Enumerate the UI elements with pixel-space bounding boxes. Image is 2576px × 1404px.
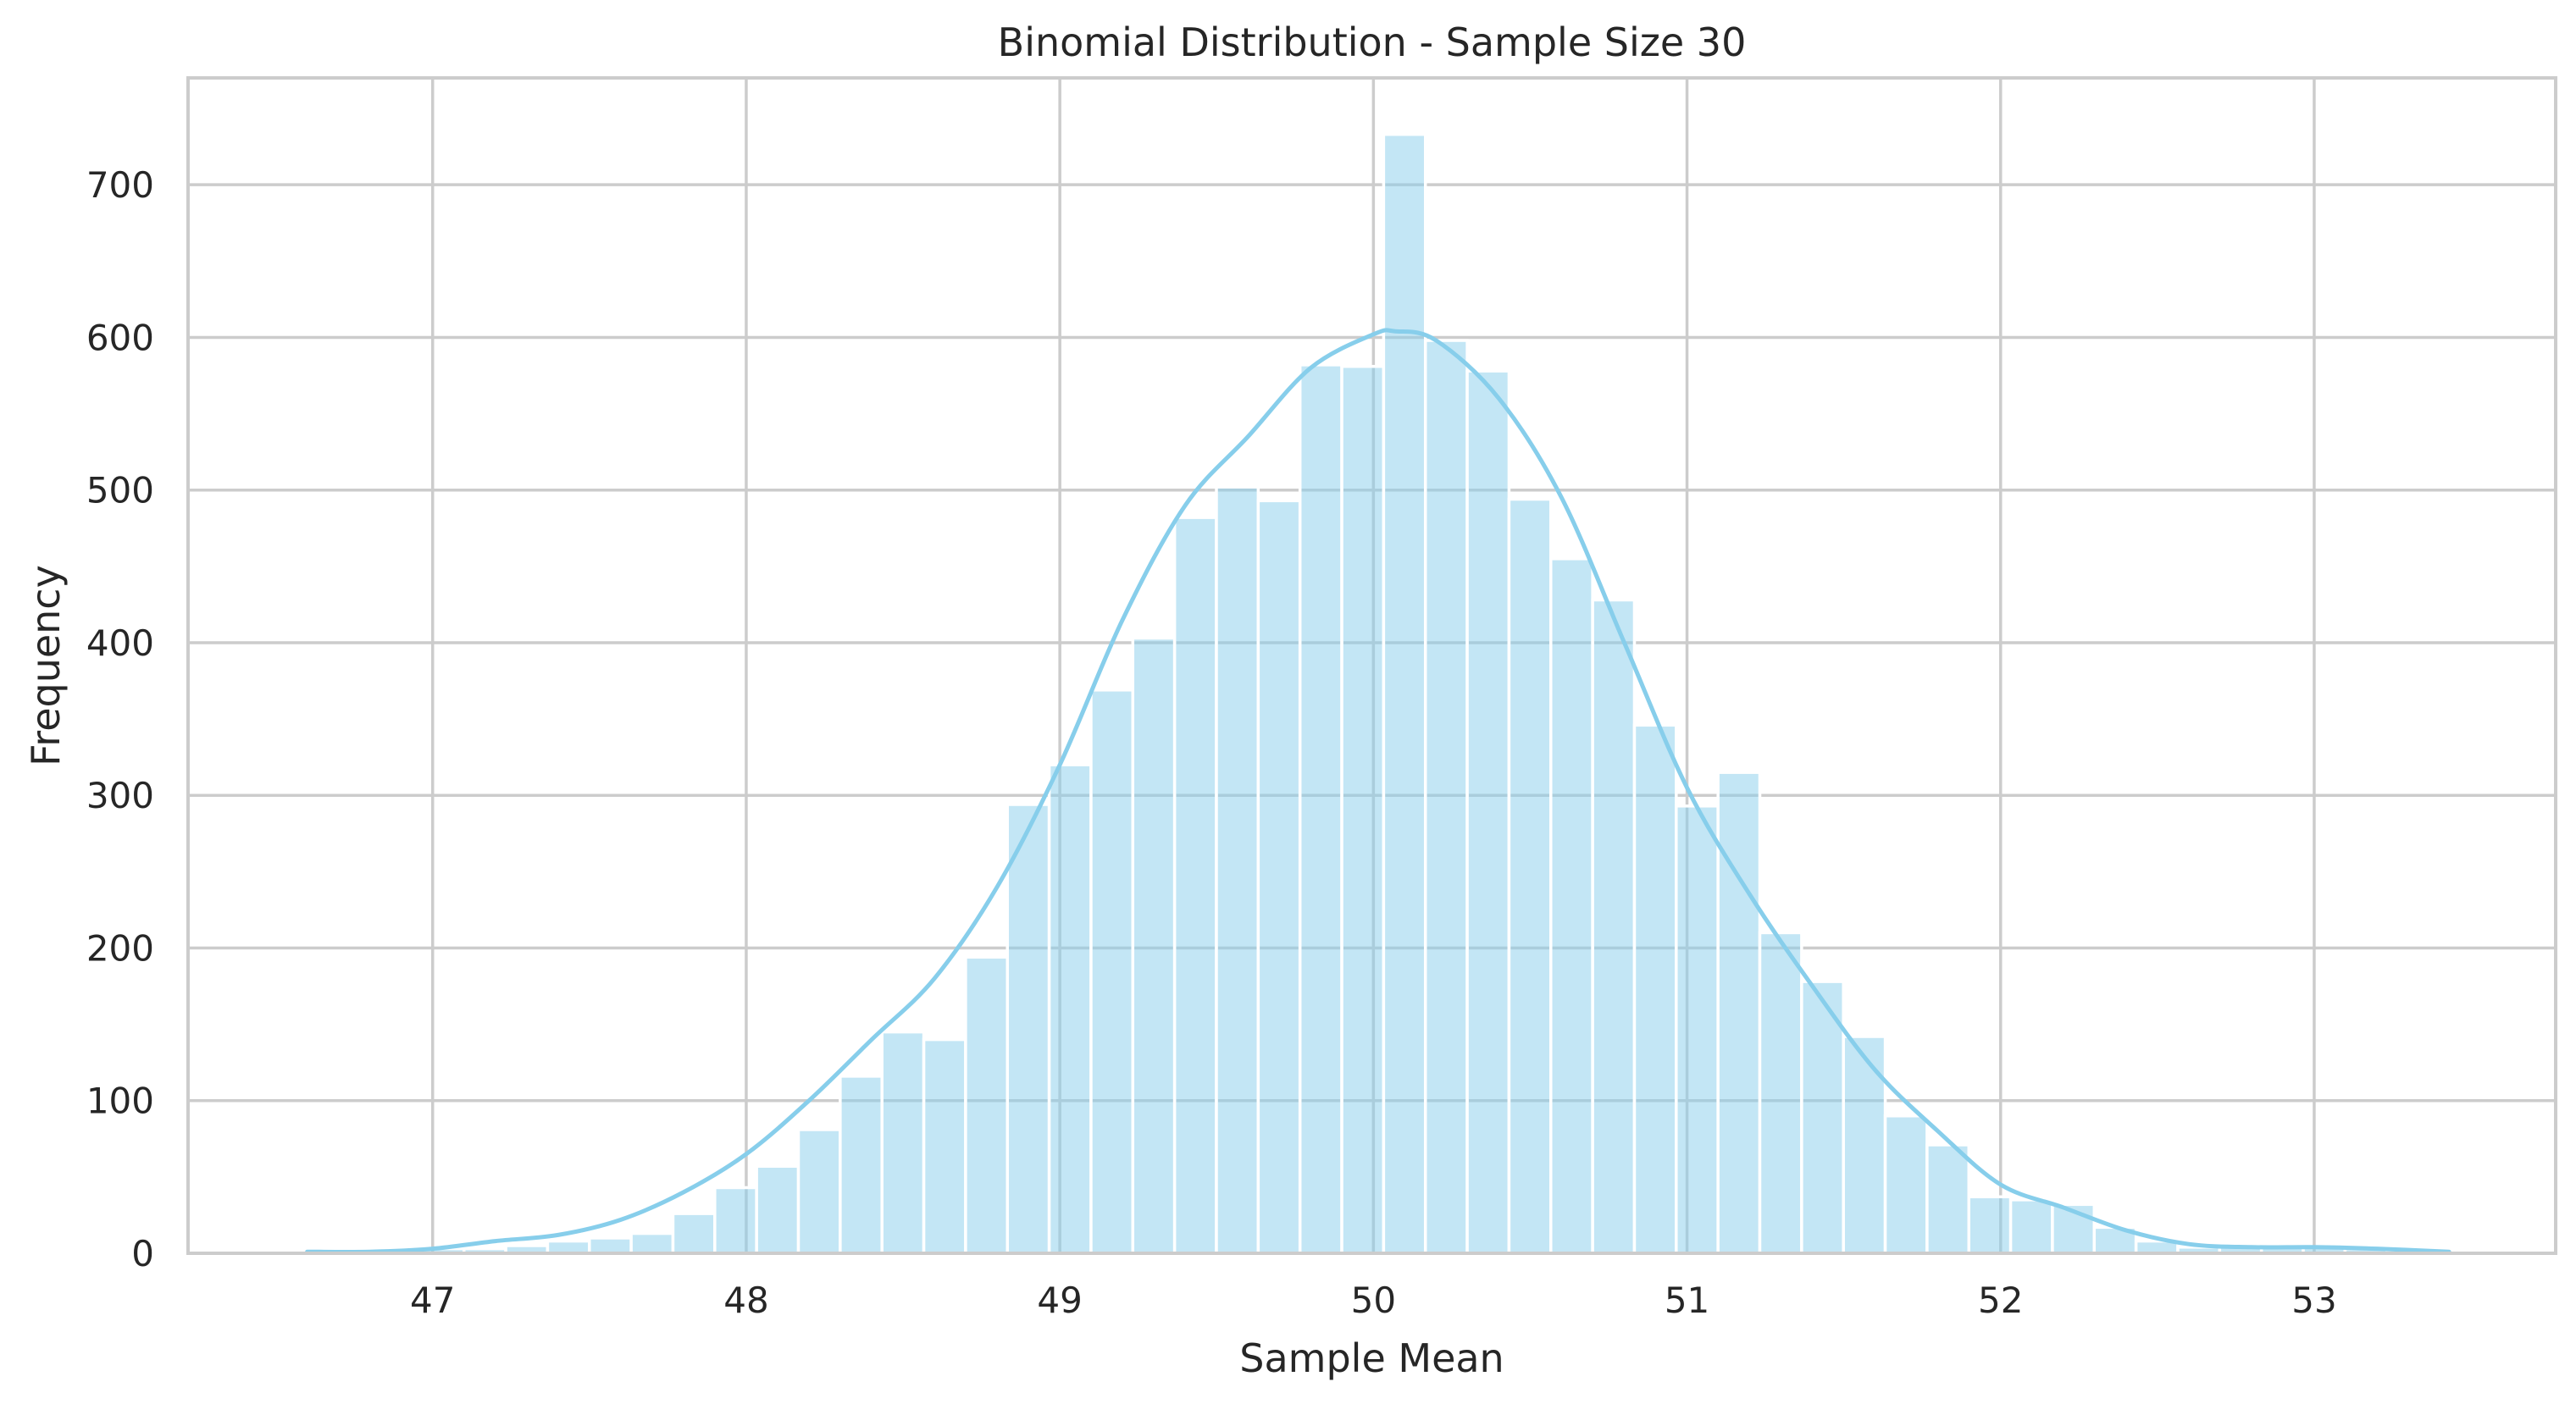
histogram-bar [1632, 723, 1678, 1255]
histogram-bar [1047, 763, 1093, 1255]
histogram-bar [796, 1128, 842, 1255]
histogram-bar [1883, 1114, 1929, 1255]
histogram-bar [1465, 369, 1511, 1255]
histogram-bar [1800, 980, 1845, 1255]
histogram-bar [1340, 364, 1386, 1255]
histogram-bar [1256, 499, 1302, 1255]
plot-frame [186, 76, 2557, 1255]
histogram-bar [1507, 497, 1553, 1255]
kde-curve [305, 328, 2451, 1254]
histogram-bar [1549, 557, 1594, 1255]
histogram-bar [1382, 132, 1427, 1255]
y-tick-label: 300 [86, 775, 154, 816]
histogram-bar [1842, 1035, 1887, 1255]
histogram-bar [1925, 1143, 1970, 1255]
histogram-bar [1172, 516, 1218, 1255]
histogram-bar [629, 1231, 675, 1255]
x-tick-label: 51 [1665, 1280, 1709, 1321]
histogram-bar [1591, 598, 1637, 1255]
histogram-bars [295, 132, 2473, 1255]
histogram-bar [1131, 636, 1177, 1255]
x-tick-label: 53 [2291, 1280, 2336, 1321]
histogram-bar [1675, 804, 1720, 1255]
histogram-bar [2008, 1198, 2054, 1255]
y-tick-label: 200 [86, 927, 154, 969]
histogram-bar [1423, 339, 1469, 1255]
histogram-bar [839, 1075, 884, 1255]
histogram-bar [1758, 931, 1803, 1255]
histogram-bar [1716, 771, 1762, 1255]
x-tick-label: 50 [1351, 1280, 1396, 1321]
histogram-bar [880, 1030, 926, 1255]
x-tick-label: 49 [1037, 1280, 1082, 1321]
x-tick-label: 48 [723, 1280, 768, 1321]
histogram-bar [1005, 803, 1051, 1255]
y-tick-label: 500 [86, 470, 154, 511]
histogram-bar [755, 1164, 800, 1255]
histogram-bar [1967, 1195, 2013, 1255]
tick-labels: 47 48 49 50 51 52 53 0 100 200 300 400 500 600 700 [86, 164, 2337, 1321]
x-tick-label: 52 [1978, 1280, 2023, 1321]
y-axis-label: Frequency [23, 565, 69, 766]
y-tick-label: 100 [86, 1081, 154, 1122]
histogram-bar [588, 1236, 633, 1255]
chart-title: Binomial Distribution - Sample Size 30 [998, 19, 1747, 65]
y-tick-label: 400 [86, 622, 154, 664]
y-tick-label: 0 [131, 1233, 154, 1274]
x-tick-label: 47 [410, 1280, 455, 1321]
histogram-bar [1298, 363, 1343, 1255]
histogram-bar [546, 1239, 591, 1255]
histogram-bar [964, 955, 1010, 1255]
histogram-bar [1089, 688, 1135, 1255]
y-tick-label: 600 [86, 317, 154, 358]
histogram-bar [1215, 485, 1260, 1255]
histogram-bar [922, 1037, 967, 1255]
x-axis-label: Sample Mean [1239, 1335, 1504, 1381]
histogram-bar [713, 1186, 758, 1255]
histogram-bar [671, 1212, 717, 1255]
y-tick-label: 700 [86, 164, 154, 206]
